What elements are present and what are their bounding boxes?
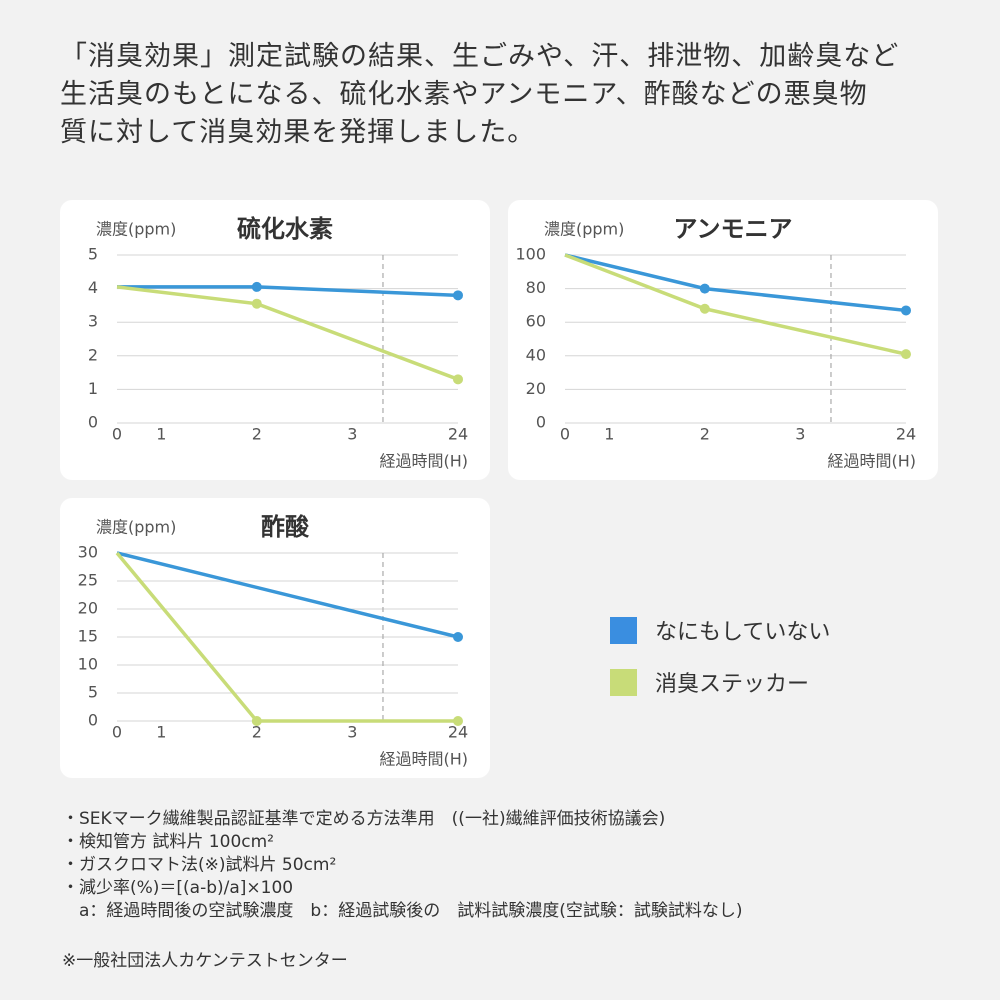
data-point: [699, 283, 710, 294]
x-tick-label: 0: [112, 425, 122, 444]
data-point: [901, 305, 911, 316]
y-tick-label: 5: [88, 683, 98, 702]
y-tick-label: 15: [78, 627, 98, 646]
y-axis-label: 濃度(ppm): [96, 220, 176, 239]
y-tick-label: 100: [515, 245, 546, 264]
y-tick-label: 0: [88, 413, 98, 432]
data-point: [453, 632, 463, 642]
y-tick-label: 1: [88, 379, 98, 398]
legend-item: 消臭ステッカー: [610, 656, 830, 708]
legend-label: 消臭ステッカー: [655, 672, 810, 697]
legend-swatch: [610, 668, 637, 696]
legend-swatch: [610, 616, 637, 644]
x-axis-label: 経過時間(H): [379, 750, 468, 769]
y-tick-label: 2: [88, 345, 98, 364]
y-tick-label: 60: [526, 312, 546, 331]
x-tick-label: 2: [252, 723, 262, 742]
x-tick-label: 3: [347, 425, 357, 444]
intro: 「消臭効果」測定試験の結果、生ごみや、汗、排泄物、加齢臭など 生活臭のもとになる、…: [60, 38, 899, 152]
x-tick-label: 3: [347, 723, 357, 742]
chart-panel: 濃度(ppm) 酢酸経過時間(H) 0 5 10 15 20 25 30 0 1 2 3 24: [60, 498, 490, 778]
series-line: [116, 285, 459, 381]
y-tick-label: 0: [88, 711, 98, 730]
y-axis-label: 濃度(ppm): [96, 518, 176, 537]
footer: ※一般社団法人カケンテストセンター: [62, 951, 348, 971]
notes: ・SEKマーク繊維製品認証基準で定める方法準用 ((一社)繊維評価技術協議会) ・…: [62, 808, 742, 923]
x-tick-label: 24: [896, 425, 916, 444]
legend-item: なにもしていない: [610, 604, 830, 656]
data-point: [453, 716, 463, 726]
data-point: [453, 290, 463, 301]
y-tick-label: 3: [88, 312, 98, 331]
data-point: [901, 349, 911, 360]
x-axis-label: 経過時間(H): [379, 452, 468, 471]
data-point: [453, 374, 463, 385]
y-tick-label: 40: [526, 345, 546, 364]
legend: なにもしていない 消臭ステッカー: [610, 604, 830, 708]
note-line: ・減少率(%)＝[(a-b)/a]×100: [62, 878, 294, 898]
x-axis-label: 経過時間(H): [827, 452, 916, 471]
y-tick-label: 20: [526, 379, 546, 398]
chart-title: 硫化水素: [237, 215, 333, 243]
x-tick-label: 2: [252, 425, 262, 444]
chart-title: 酢酸: [261, 513, 310, 541]
x-tick-label: 1: [156, 425, 166, 444]
note-line: ・SEKマーク繊維製品認証基準で定める方法準用 ((一社)繊維評価技術協議会): [62, 809, 666, 829]
data-point: [251, 281, 262, 292]
y-tick-label: 30: [78, 543, 98, 562]
note-line: ・ガスクロマト法(※)試料片 50cm²: [62, 855, 337, 875]
x-tick-label: 1: [604, 425, 614, 444]
data-point: [699, 303, 710, 314]
note-line: a：経過時間後の空試験濃度 b：経過試験後の 試料試験濃度(空試験：試験試料なし…: [62, 901, 743, 921]
intro-line: 生活臭のもとになる、硫化水素やアンモニア、酢酸などの悪臭物: [60, 79, 868, 110]
intro-line: 「消臭効果」測定試験の結果、生ごみや、汗、排泄物、加齢臭など: [60, 41, 900, 72]
data-point: [251, 298, 262, 309]
x-tick-label: 2: [700, 425, 710, 444]
x-tick-label: 0: [112, 723, 122, 742]
intro-line: 質に対して消臭効果を発揮しました。: [60, 117, 536, 148]
y-tick-label: 80: [526, 278, 546, 297]
y-tick-label: 20: [78, 599, 98, 618]
y-tick-label: 25: [78, 571, 98, 590]
chart-panel: 濃度(ppm) アンモニア経過時間(H) 0 20 40 60 80 100 0 1 2 3 24: [508, 200, 938, 480]
y-tick-label: 0: [536, 413, 546, 432]
x-tick-label: 24: [448, 723, 468, 742]
x-tick-label: 3: [795, 425, 805, 444]
legend-label: なにもしていない: [655, 620, 831, 645]
series-line: [564, 253, 907, 313]
chart-panel: 濃度(ppm) 硫化水素経過時間(H) 0 1 2 3 4 5 0 1 2 3 24: [60, 200, 490, 480]
y-tick-label: 4: [88, 278, 98, 297]
y-tick-label: 10: [78, 655, 98, 674]
data-point: [251, 716, 262, 726]
note-line: ・検知管方 試料片 100cm²: [62, 832, 274, 852]
x-tick-label: 1: [156, 723, 166, 742]
x-tick-label: 24: [448, 425, 468, 444]
series-line: [116, 551, 459, 639]
x-tick-label: 0: [560, 425, 570, 444]
y-axis-label: 濃度(ppm): [544, 220, 624, 239]
y-tick-label: 5: [88, 245, 98, 264]
chart-title: アンモニア: [673, 215, 792, 243]
